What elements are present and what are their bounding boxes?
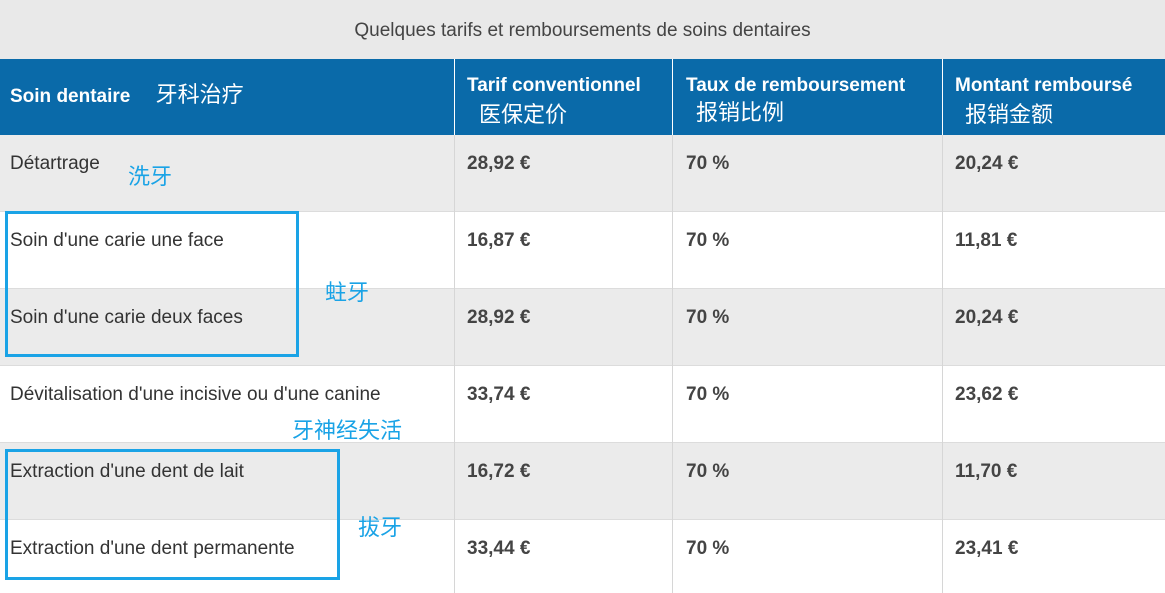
cell-care: Soin d'une carie deux faces — [10, 307, 243, 328]
cell-care: Détartrage — [10, 153, 100, 174]
cell-rate: 70 % — [686, 538, 730, 559]
cell-care: Extraction d'une dent de lait — [10, 461, 244, 482]
header-column-divider — [454, 59, 455, 135]
column-divider — [672, 59, 673, 593]
annotation-box-extraction — [5, 449, 340, 580]
cell-amount: 23,62 € — [955, 384, 1019, 405]
annotation-devitalization: 牙神经失活 — [292, 418, 403, 443]
cell-care: Soin d'une carie une face — [10, 230, 224, 251]
header-amount: Montant remboursé 报销金额 — [955, 59, 1160, 135]
table-caption: Quelques tarifs et remboursements de soi… — [0, 0, 1165, 59]
header-tariff: Tarif conventionnel 医保定价 — [467, 59, 667, 135]
cell-rate: 70 % — [686, 384, 730, 405]
table-header: Soin dentaire 牙科治疗 Tarif conventionnel 医… — [0, 59, 1165, 135]
header-rate: Taux de remboursement 报销比例 — [686, 59, 936, 135]
table-row: Soin d'une carie deux faces 28,92 € 70 %… — [0, 289, 1165, 366]
cell-tariff: 28,92 € — [467, 307, 531, 328]
table-row: Dévitalisation d'une incisive ou d'une c… — [0, 366, 1165, 443]
header-rate-zh: 报销比例 — [696, 100, 785, 125]
table-row: Extraction d'une dent permanente 33,44 €… — [0, 520, 1165, 593]
header-care: Soin dentaire 牙科治疗 — [10, 59, 450, 135]
table-row: Soin d'une carie une face 16,87 € 70 % 1… — [0, 212, 1165, 289]
table-row: Détartrage 28,92 € 70 % 20,24 € — [0, 135, 1165, 212]
cell-tariff: 28,92 € — [467, 153, 531, 174]
header-care-label: Soin dentaire — [10, 86, 131, 107]
header-rate-label: Taux de remboursement — [686, 75, 906, 96]
cell-amount: 20,24 € — [955, 307, 1019, 328]
header-amount-label: Montant remboursé — [955, 75, 1133, 96]
cell-amount: 23,41 € — [955, 538, 1019, 559]
cell-care: Extraction d'une dent permanente — [10, 538, 295, 559]
cell-rate: 70 % — [686, 230, 730, 251]
annotation-box-caries — [5, 211, 299, 357]
annotation-scaling: 洗牙 — [128, 164, 173, 189]
annotation-caries: 蛀牙 — [325, 280, 370, 305]
header-tariff-label: Tarif conventionnel — [467, 75, 641, 96]
column-divider — [942, 59, 943, 593]
header-column-divider — [942, 59, 943, 135]
column-divider — [454, 59, 455, 593]
annotation-extraction: 拔牙 — [358, 515, 403, 540]
header-tariff-zh: 医保定价 — [479, 102, 568, 127]
cell-care: Dévitalisation d'une incisive ou d'une c… — [10, 384, 381, 405]
cell-rate: 70 % — [686, 461, 730, 482]
cell-amount: 11,70 € — [955, 461, 1018, 482]
cell-tariff: 33,44 € — [467, 538, 531, 559]
header-column-divider — [672, 59, 673, 135]
cell-amount: 11,81 € — [955, 230, 1018, 251]
header-amount-zh: 报销金额 — [965, 102, 1054, 127]
table-row: Extraction d'une dent de lait 16,72 € 70… — [0, 443, 1165, 520]
cell-tariff: 33,74 € — [467, 384, 531, 405]
cell-rate: 70 % — [686, 307, 730, 328]
cell-rate: 70 % — [686, 153, 730, 174]
cell-tariff: 16,72 € — [467, 461, 531, 482]
header-care-zh: 牙科治疗 — [155, 82, 244, 107]
cell-tariff: 16,87 € — [467, 230, 531, 251]
cell-amount: 20,24 € — [955, 153, 1019, 174]
